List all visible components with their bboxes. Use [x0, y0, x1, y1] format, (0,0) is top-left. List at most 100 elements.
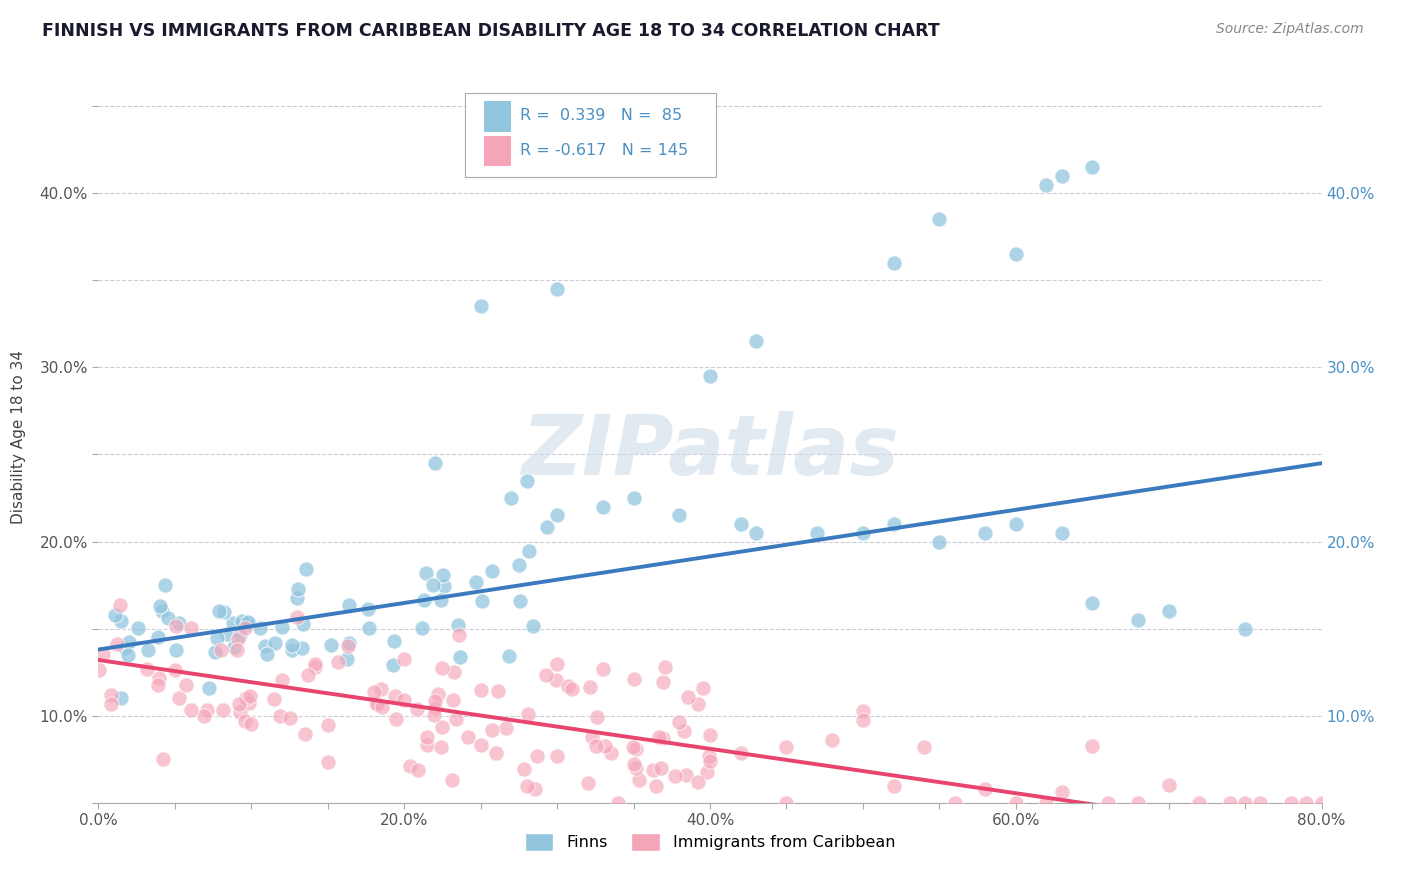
Point — [546, 748, 568, 763]
Point — [1004, 247, 1026, 261]
Point — [578, 680, 600, 694]
Point — [745, 334, 768, 349]
Point — [281, 643, 304, 657]
Point — [624, 742, 647, 756]
Point — [592, 500, 614, 514]
Point — [217, 627, 239, 641]
Point — [149, 599, 172, 613]
Point — [93, 647, 115, 661]
Point — [422, 578, 444, 592]
Point — [364, 696, 387, 710]
Point — [231, 614, 253, 628]
Point — [623, 756, 645, 771]
Point — [652, 675, 675, 690]
Point — [240, 717, 263, 731]
Point — [100, 698, 122, 712]
Y-axis label: Disability Age 18 to 34: Disability Age 18 to 34 — [11, 350, 25, 524]
Point — [806, 525, 828, 540]
Point — [281, 638, 304, 652]
Point — [238, 615, 260, 629]
Point — [852, 713, 875, 727]
Point — [457, 730, 479, 744]
Point — [449, 650, 471, 665]
Point — [163, 663, 186, 677]
Point — [1279, 796, 1302, 810]
Point — [526, 749, 548, 764]
Point — [1188, 796, 1211, 810]
Point — [146, 630, 169, 644]
Point — [89, 663, 111, 677]
Point — [336, 652, 359, 666]
Point — [233, 714, 256, 728]
Point — [607, 796, 630, 810]
Point — [104, 608, 127, 623]
Point — [423, 693, 446, 707]
Point — [136, 643, 159, 657]
Point — [432, 568, 454, 582]
Point — [624, 761, 647, 775]
Point — [433, 579, 456, 593]
Point — [432, 720, 454, 734]
Point — [180, 703, 202, 717]
FancyBboxPatch shape — [465, 94, 716, 178]
Point — [415, 730, 437, 744]
Point — [883, 779, 905, 793]
Point — [486, 684, 509, 698]
Text: R = -0.617   N = 145: R = -0.617 N = 145 — [520, 143, 689, 158]
Point — [668, 508, 690, 523]
Point — [447, 618, 470, 632]
Bar — [484, 136, 510, 167]
Point — [278, 711, 301, 725]
Point — [599, 746, 621, 760]
Point — [546, 282, 568, 296]
Point — [411, 621, 433, 635]
Point — [212, 703, 235, 717]
Point — [1081, 160, 1104, 174]
Point — [100, 688, 122, 702]
Point — [195, 703, 218, 717]
Point — [221, 615, 243, 630]
Point — [270, 673, 292, 688]
Point — [1035, 796, 1057, 810]
Point — [366, 697, 388, 711]
Point — [696, 764, 718, 779]
Point — [384, 689, 406, 703]
Point — [226, 643, 249, 657]
Point — [416, 738, 439, 752]
Point — [254, 640, 277, 654]
Point — [233, 621, 256, 635]
Point — [229, 628, 252, 642]
Point — [557, 679, 579, 693]
Point — [1310, 796, 1333, 810]
Point — [664, 769, 686, 783]
Point — [212, 605, 235, 619]
Point — [371, 700, 394, 714]
Point — [464, 575, 486, 590]
Point — [229, 705, 252, 719]
Point — [943, 796, 966, 810]
Point — [169, 690, 191, 705]
Point — [363, 685, 385, 699]
Point — [508, 558, 530, 572]
Point — [852, 704, 875, 718]
Point — [974, 781, 997, 796]
Point — [652, 731, 675, 745]
Point — [974, 525, 997, 540]
Point — [912, 739, 935, 754]
Point — [1097, 796, 1119, 810]
Point — [536, 668, 558, 682]
Point — [430, 740, 453, 755]
Point — [519, 544, 541, 558]
Point — [821, 733, 844, 747]
Point — [481, 723, 503, 737]
Point — [654, 660, 676, 674]
Point — [517, 707, 540, 722]
Point — [585, 739, 607, 754]
Point — [444, 712, 467, 726]
Point — [775, 739, 797, 754]
Point — [513, 763, 536, 777]
Point — [117, 648, 139, 663]
Point — [427, 687, 450, 701]
Point — [470, 739, 492, 753]
Point — [623, 672, 645, 686]
